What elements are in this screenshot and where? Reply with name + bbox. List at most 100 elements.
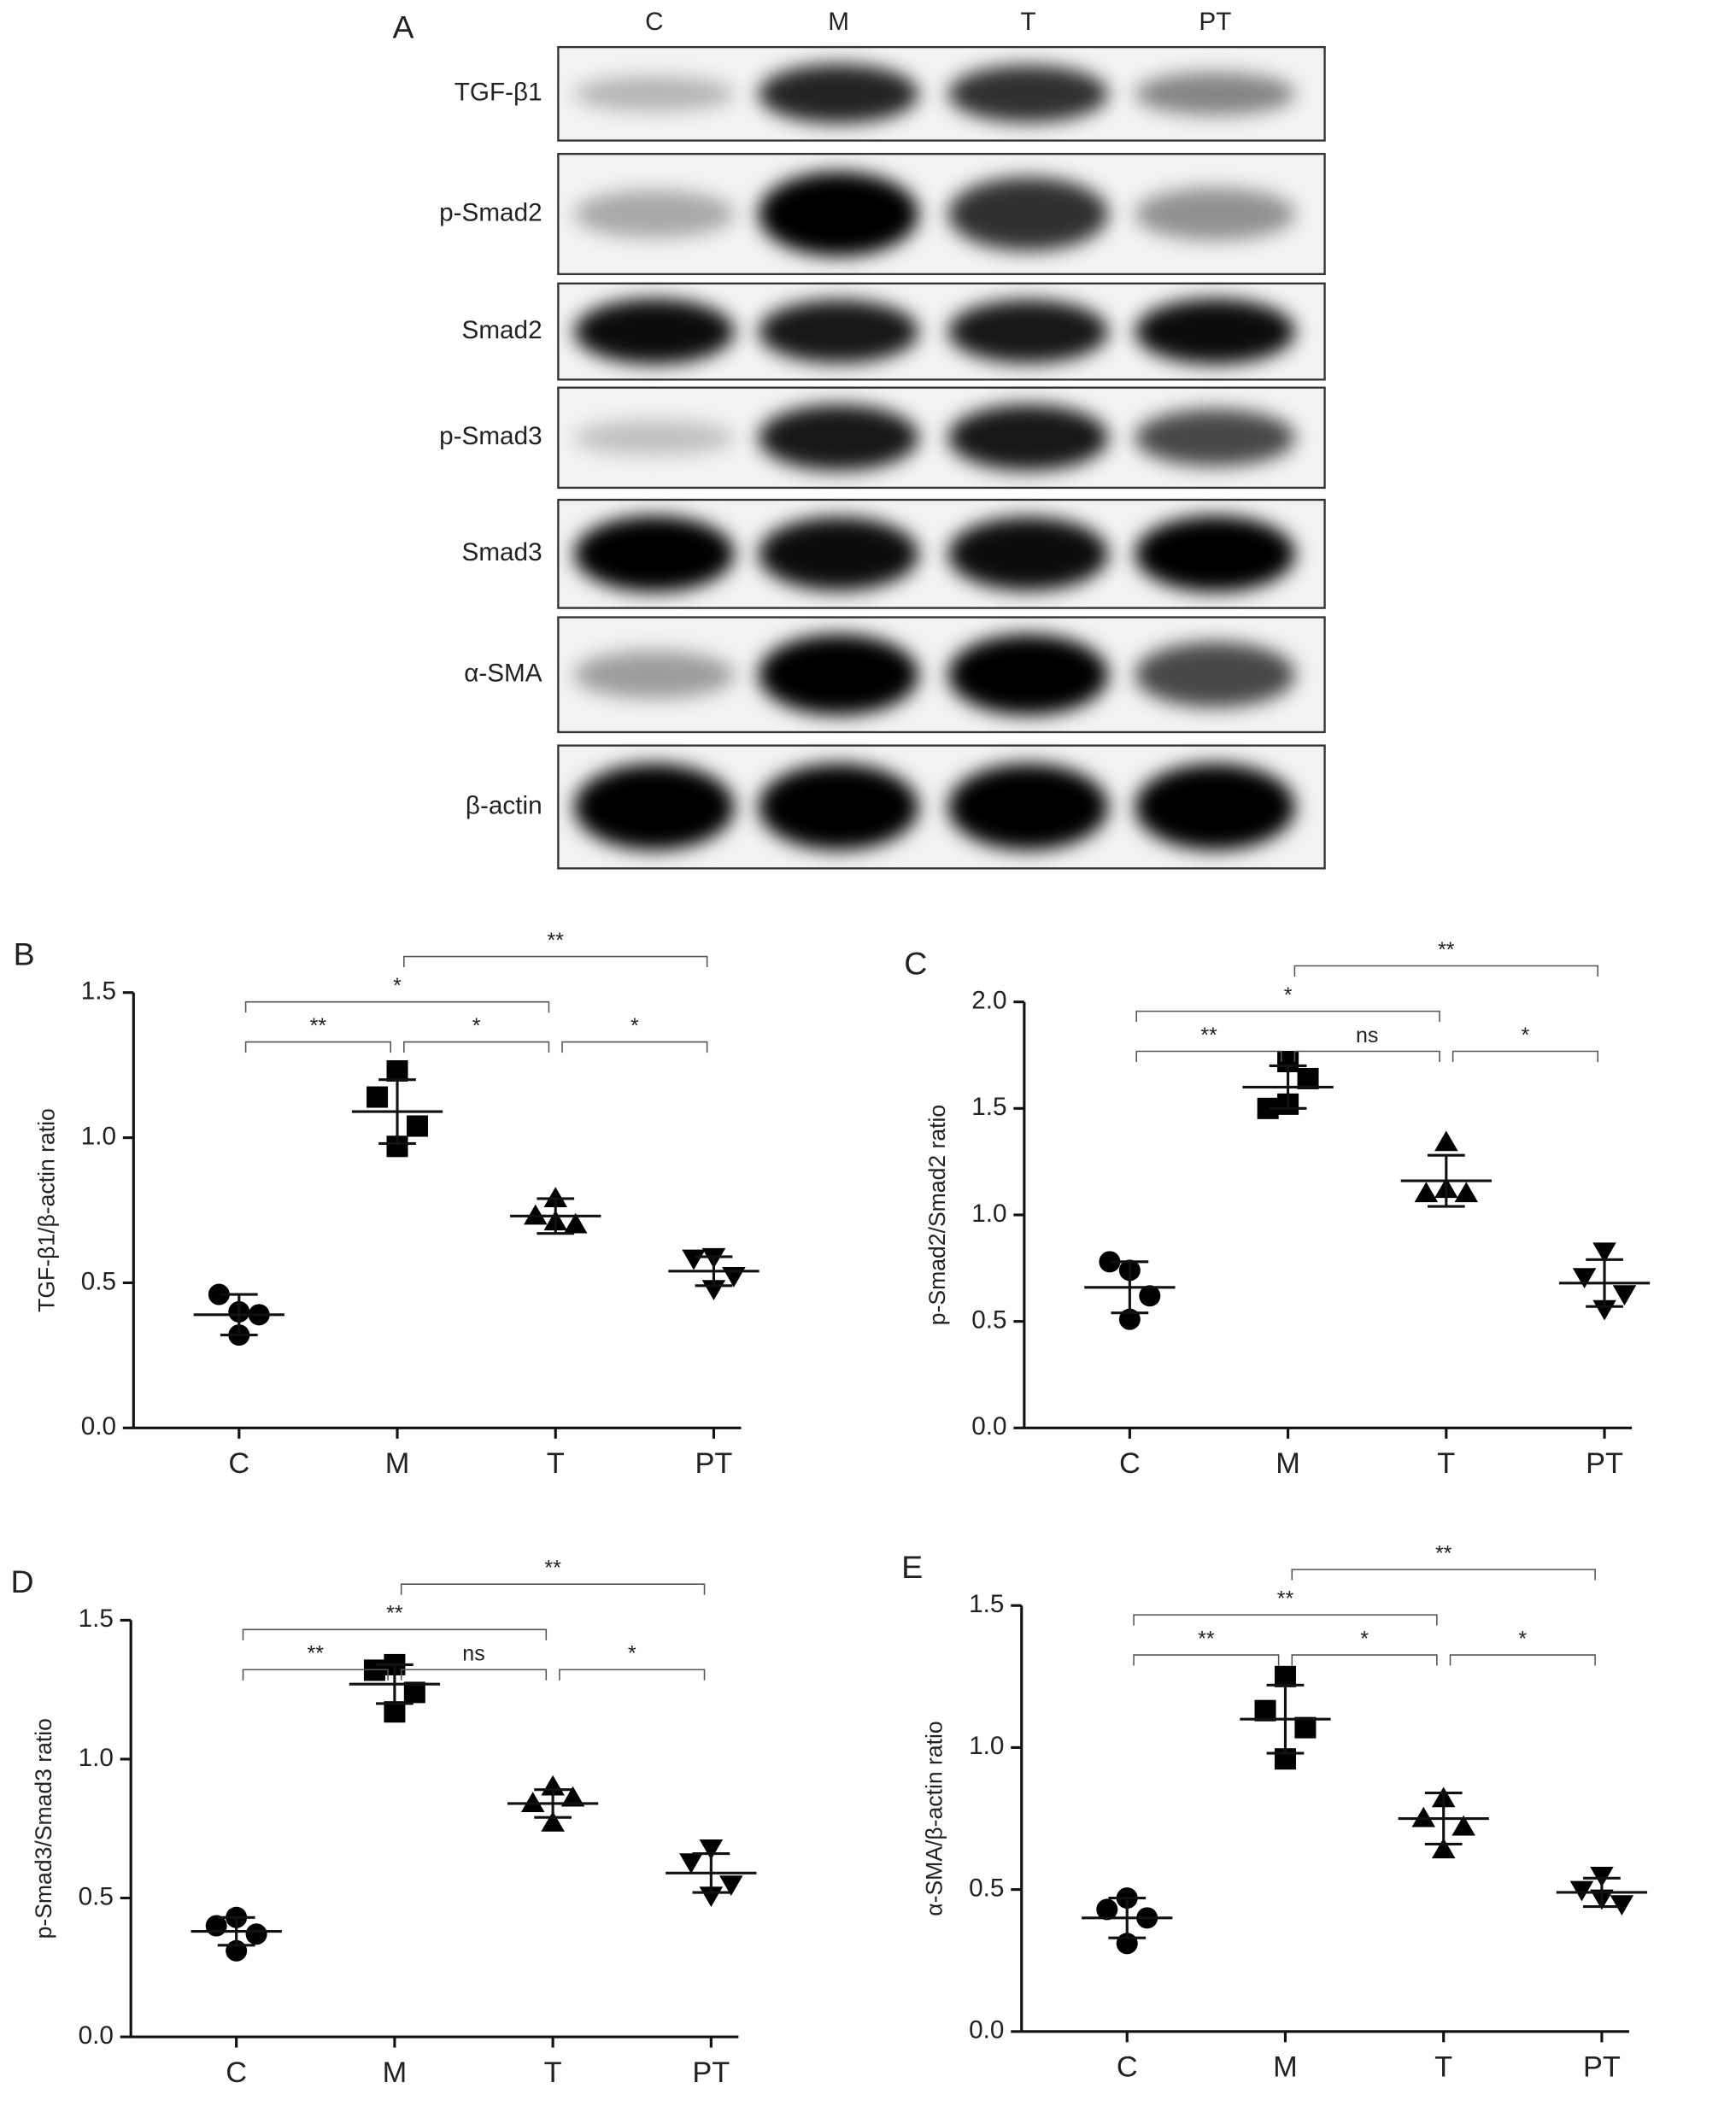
significance-label: ns bbox=[462, 1642, 484, 1666]
blot-band bbox=[947, 763, 1109, 851]
blot-band bbox=[574, 298, 735, 365]
significance-bracket bbox=[561, 1041, 708, 1053]
x-tick-label: C bbox=[226, 2056, 247, 2089]
x-tick-label: PT bbox=[692, 2056, 730, 2089]
point bbox=[560, 1786, 585, 1807]
significance-bracket bbox=[1133, 1614, 1438, 1626]
point bbox=[406, 1115, 428, 1137]
lane-label: M bbox=[828, 8, 849, 36]
point bbox=[386, 1059, 408, 1082]
y-tick-label: 1.5 bbox=[971, 1093, 1006, 1121]
blot-band bbox=[758, 171, 919, 256]
point bbox=[543, 1187, 567, 1207]
significance-bracket bbox=[403, 955, 708, 968]
point bbox=[1414, 1182, 1439, 1203]
significance-label: ns bbox=[1356, 1024, 1378, 1047]
x-tick-label: M bbox=[383, 2056, 408, 2089]
point bbox=[1254, 1699, 1276, 1722]
y-axis-label: p-Smad3/Smad3 ratio bbox=[31, 1718, 56, 1939]
significance-bracket bbox=[1135, 1050, 1282, 1063]
significance-label: ** bbox=[1198, 1627, 1215, 1651]
point bbox=[208, 1283, 230, 1305]
blot-band bbox=[574, 76, 735, 112]
blot-band bbox=[1135, 72, 1296, 116]
point bbox=[1610, 1895, 1634, 1915]
panel-label: D bbox=[11, 1563, 34, 1599]
significance-label: * bbox=[1360, 1627, 1369, 1651]
significance-label: * bbox=[1518, 1627, 1527, 1651]
x-tick-label: C bbox=[1119, 1447, 1141, 1480]
blot-band bbox=[947, 299, 1109, 364]
blot-band bbox=[574, 515, 735, 592]
point bbox=[1452, 1815, 1475, 1836]
y-tick-label: 0.0 bbox=[79, 2021, 114, 2050]
x-tick-label: M bbox=[1276, 1447, 1300, 1480]
significance-bracket bbox=[242, 1628, 548, 1640]
blot-band bbox=[947, 634, 1109, 716]
y-tick-label: 2.0 bbox=[971, 987, 1006, 1015]
significance-bracket bbox=[400, 1669, 548, 1681]
blot-band bbox=[758, 517, 919, 591]
significance-bracket bbox=[559, 1669, 706, 1681]
significance-label: ** bbox=[544, 1557, 561, 1581]
blot-band bbox=[1135, 515, 1296, 592]
significance-label: ** bbox=[386, 1602, 403, 1626]
significance-bracket bbox=[242, 1669, 389, 1681]
panel-label: C bbox=[904, 945, 927, 981]
blot-band bbox=[947, 177, 1109, 251]
point bbox=[699, 1839, 724, 1860]
point bbox=[1434, 1130, 1458, 1152]
blot-band bbox=[947, 65, 1109, 123]
x-tick-label: T bbox=[1434, 2051, 1452, 2084]
row-label: β-actin bbox=[466, 791, 542, 819]
y-tick-label: 0.0 bbox=[971, 1412, 1006, 1440]
blot-band bbox=[1135, 408, 1296, 466]
significance-label: ** bbox=[1438, 938, 1455, 962]
blot-band bbox=[1135, 642, 1296, 708]
significance-bracket bbox=[1449, 1654, 1596, 1666]
y-tick-label: 0.0 bbox=[81, 1412, 116, 1440]
significance-label: ** bbox=[308, 1642, 325, 1666]
row-label: TGF-β1 bbox=[455, 79, 542, 107]
panel-label: E bbox=[901, 1549, 923, 1585]
panel-label: A bbox=[393, 9, 414, 45]
significance-bracket bbox=[1291, 1569, 1596, 1581]
point bbox=[524, 1204, 548, 1225]
y-tick-label: 0.5 bbox=[79, 1882, 114, 1910]
row-label: p-Smad2 bbox=[439, 198, 542, 226]
point bbox=[367, 1086, 389, 1108]
lane-label: T bbox=[1020, 8, 1035, 36]
y-axis-label: α-SMA/β-actin ratio bbox=[922, 1721, 947, 1915]
x-tick-label: T bbox=[544, 2056, 562, 2089]
point bbox=[541, 1810, 565, 1832]
blot-band bbox=[758, 299, 919, 364]
x-tick-label: M bbox=[1273, 2051, 1298, 2084]
significance-bracket bbox=[400, 1583, 706, 1595]
blot-band bbox=[758, 404, 919, 471]
x-tick-label: T bbox=[1437, 1447, 1455, 1480]
significance-bracket bbox=[1293, 965, 1599, 977]
blot-band bbox=[574, 419, 735, 455]
x-tick-label: C bbox=[1117, 2051, 1138, 2084]
y-tick-label: 0.5 bbox=[971, 1306, 1006, 1335]
row-label: p-Smad3 bbox=[439, 422, 542, 450]
significance-label: ** bbox=[1277, 1587, 1294, 1611]
x-tick-label: M bbox=[385, 1447, 410, 1480]
significance-bracket bbox=[244, 1041, 391, 1053]
x-tick-label: PT bbox=[1586, 1447, 1623, 1480]
significance-bracket bbox=[1135, 1010, 1440, 1023]
significance-bracket bbox=[1452, 1050, 1599, 1063]
row-label: α-SMA bbox=[464, 660, 542, 688]
significance-bracket bbox=[1291, 1654, 1438, 1666]
point bbox=[1139, 1285, 1161, 1307]
point bbox=[1612, 1285, 1637, 1306]
point bbox=[563, 1212, 588, 1234]
y-axis-label: TGF-β1/β-actin ratio bbox=[33, 1108, 59, 1312]
row-label: Smad2 bbox=[462, 316, 542, 344]
significance-label: * bbox=[630, 1014, 639, 1038]
significance-label: * bbox=[472, 1014, 481, 1038]
significance-label: ** bbox=[310, 1014, 327, 1038]
significance-bracket bbox=[244, 1000, 550, 1013]
blot-band bbox=[947, 517, 1109, 591]
significance-label: ** bbox=[1435, 1541, 1452, 1565]
